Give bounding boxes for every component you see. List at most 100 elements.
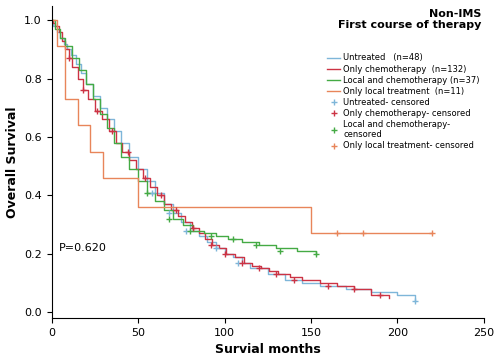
Untreated- censored (166, 211, 172, 215)
Untreated   (n=48) (54, 30, 60, 34)
Untreated   (n=48) (368, 290, 374, 294)
Only chemotherapy  (n=132) (126, 158, 132, 163)
Only chemotherapy  (n=132) (134, 167, 140, 171)
Only chemotherapy  (n=132) (140, 176, 146, 180)
Only chemotherapy  (n=132) (48, 18, 54, 22)
Untreated- censored (412, 298, 418, 303)
Only local treatment- censored (334, 231, 340, 236)
Only chemotherapy- censored (94, 109, 100, 113)
Only chemotherapy  (n=132) (249, 264, 255, 268)
Local and chemotherapy (n=37) (225, 237, 231, 241)
Local and chemotherapy (n=37) (97, 111, 103, 116)
Only chemotherapy  (n=132) (70, 65, 75, 69)
Untreated   (n=48) (282, 278, 288, 282)
Untreated   (n=48) (222, 252, 228, 256)
Local and chemotherapy (n=37) (104, 126, 110, 130)
Only chemotherapy- censored (222, 252, 228, 256)
Untreated   (n=48) (248, 266, 254, 271)
Untreated   (n=48) (48, 18, 54, 22)
Y-axis label: Overall Survival: Overall Survival (6, 106, 18, 218)
Only local treatment  (n=11) (86, 150, 92, 154)
Only local treatment  (n=11) (334, 231, 340, 236)
X-axis label: Survial months: Survial months (215, 344, 320, 357)
Only local treatment  (n=11) (308, 231, 314, 236)
Only chemotherapy  (n=132) (196, 231, 202, 236)
Local and chemotherapy-
censored (166, 217, 172, 221)
Only chemotherapy  (n=132) (50, 21, 56, 25)
Text: Non-IMS
First course of therapy: Non-IMS First course of therapy (338, 9, 482, 30)
Only chemotherapy  (n=132) (351, 287, 357, 291)
Only chemotherapy  (n=132) (74, 76, 80, 81)
Line: Only chemotherapy- censored: Only chemotherapy- censored (66, 55, 384, 298)
Untreated   (n=48) (68, 53, 73, 58)
Local and chemotherapy (n=37) (313, 252, 319, 256)
Only chemotherapy  (n=132) (232, 254, 238, 259)
Only chemotherapy  (n=132) (120, 150, 126, 154)
Line: Untreated   (n=48): Untreated (n=48) (52, 20, 414, 300)
Untreated   (n=48) (111, 129, 117, 133)
Local and chemotherapy (n=37) (201, 231, 207, 236)
Only chemotherapy  (n=132) (52, 24, 58, 28)
Only chemotherapy  (n=132) (62, 47, 68, 51)
Line: Only local treatment- censored: Only local treatment- censored (334, 230, 435, 236)
Local and chemotherapy (n=37) (152, 199, 158, 203)
Untreated   (n=48) (264, 272, 270, 277)
Local and chemotherapy (n=37) (213, 234, 219, 239)
Untreated- censored (149, 190, 155, 195)
Only chemotherapy  (n=132) (168, 208, 174, 212)
Local and chemotherapy-
censored (277, 249, 283, 253)
Untreated   (n=48) (187, 228, 193, 233)
Only local treatment  (n=11) (360, 231, 366, 236)
Only local treatment  (n=11) (54, 44, 60, 49)
Only chemotherapy  (n=132) (300, 278, 306, 282)
Only chemotherapy  (n=132) (188, 226, 194, 230)
Only chemotherapy  (n=132) (106, 129, 112, 133)
Local and chemotherapy (n=37) (111, 141, 117, 145)
Only chemotherapy- censored (173, 208, 179, 212)
Untreated   (n=48) (161, 202, 167, 206)
Only chemotherapy  (n=132) (316, 281, 322, 285)
Local and chemotherapy (n=37) (126, 167, 132, 171)
Untreated   (n=48) (50, 24, 56, 28)
Only local treatment  (n=11) (48, 18, 54, 22)
Only chemotherapy  (n=132) (334, 284, 340, 288)
Only chemotherapy- censored (326, 284, 332, 288)
Only chemotherapy- censored (158, 193, 164, 198)
Local and chemotherapy (n=37) (144, 190, 150, 195)
Local and chemotherapy (n=37) (48, 18, 54, 22)
Only chemotherapy- censored (256, 266, 262, 271)
Local and chemotherapy (n=37) (256, 243, 262, 247)
Only local treatment  (n=11) (135, 205, 141, 209)
Only chemotherapy  (n=132) (112, 141, 118, 145)
Local and chemotherapy (n=37) (70, 56, 75, 60)
Only chemotherapy  (n=132) (287, 275, 293, 279)
Untreated   (n=48) (135, 167, 141, 171)
Only chemotherapy- censored (66, 56, 72, 60)
Only chemotherapy  (n=132) (66, 56, 72, 60)
Untreated   (n=48) (316, 284, 322, 288)
Line: Untreated- censored: Untreated- censored (149, 189, 418, 304)
Only chemotherapy  (n=132) (161, 202, 167, 206)
Line: Only chemotherapy  (n=132): Only chemotherapy (n=132) (52, 20, 389, 298)
Local and chemotherapy (n=37) (57, 35, 63, 40)
Only chemotherapy- censored (190, 226, 196, 230)
Untreated- censored (184, 228, 190, 233)
Only chemotherapy  (n=132) (59, 38, 65, 43)
Local and chemotherapy-
censored (187, 228, 193, 233)
Only chemotherapy- censored (109, 129, 115, 133)
Local and chemotherapy (n=37) (90, 97, 96, 101)
Only chemotherapy  (n=132) (223, 252, 229, 256)
Local and chemotherapy (n=37) (52, 27, 58, 31)
Local and chemotherapy (n=37) (135, 179, 141, 183)
Local and chemotherapy (n=37) (118, 155, 124, 160)
Only chemotherapy- censored (290, 278, 296, 282)
Only chemotherapy- censored (377, 292, 383, 297)
Only local treatment  (n=11) (429, 231, 435, 236)
Untreated   (n=48) (78, 71, 84, 75)
Legend: Untreated   (n=48), Only chemotherapy  (n=132), Local and chemotherapy (n=37), O: Untreated (n=48), Only chemotherapy (n=1… (328, 54, 480, 151)
Untreated   (n=48) (126, 155, 132, 160)
Only chemotherapy- censored (124, 150, 130, 154)
Only chemotherapy  (n=132) (240, 261, 246, 265)
Local and chemotherapy (n=37) (170, 217, 175, 221)
Text: P=0.620: P=0.620 (58, 243, 106, 253)
